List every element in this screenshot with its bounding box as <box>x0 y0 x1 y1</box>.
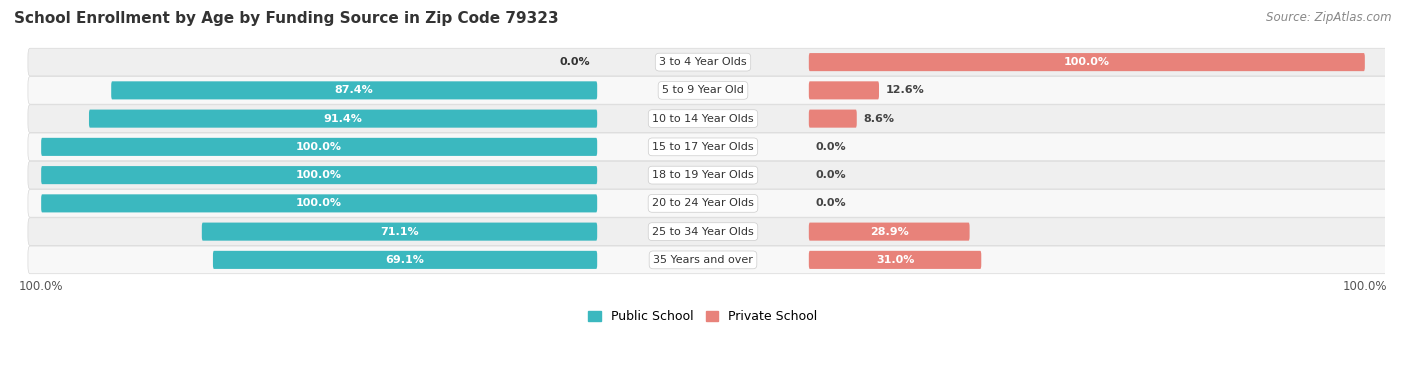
Text: 28.9%: 28.9% <box>870 227 908 237</box>
FancyBboxPatch shape <box>41 194 598 212</box>
Text: 20 to 24 Year Olds: 20 to 24 Year Olds <box>652 198 754 208</box>
Text: 69.1%: 69.1% <box>385 255 425 265</box>
FancyBboxPatch shape <box>89 110 598 128</box>
FancyBboxPatch shape <box>111 81 598 100</box>
FancyBboxPatch shape <box>28 77 1406 104</box>
Text: 18 to 19 Year Olds: 18 to 19 Year Olds <box>652 170 754 180</box>
FancyBboxPatch shape <box>808 222 970 241</box>
FancyBboxPatch shape <box>28 246 1406 274</box>
Legend: Public School, Private School: Public School, Private School <box>583 305 823 328</box>
Text: 3 to 4 Year Olds: 3 to 4 Year Olds <box>659 57 747 67</box>
FancyBboxPatch shape <box>808 251 981 269</box>
Text: 25 to 34 Year Olds: 25 to 34 Year Olds <box>652 227 754 237</box>
Text: 5 to 9 Year Old: 5 to 9 Year Old <box>662 85 744 95</box>
FancyBboxPatch shape <box>212 251 598 269</box>
Text: 87.4%: 87.4% <box>335 85 374 95</box>
Text: 0.0%: 0.0% <box>815 170 846 180</box>
Text: 12.6%: 12.6% <box>886 85 924 95</box>
Text: 0.0%: 0.0% <box>560 57 591 67</box>
FancyBboxPatch shape <box>28 133 1406 161</box>
FancyBboxPatch shape <box>808 81 879 100</box>
Text: 8.6%: 8.6% <box>863 113 894 124</box>
Text: 100.0%: 100.0% <box>297 198 342 208</box>
FancyBboxPatch shape <box>41 166 598 184</box>
FancyBboxPatch shape <box>28 48 1406 76</box>
Text: 35 Years and over: 35 Years and over <box>652 255 754 265</box>
Text: Source: ZipAtlas.com: Source: ZipAtlas.com <box>1267 11 1392 24</box>
FancyBboxPatch shape <box>41 138 598 156</box>
FancyBboxPatch shape <box>202 222 598 241</box>
FancyBboxPatch shape <box>28 218 1406 245</box>
FancyBboxPatch shape <box>28 161 1406 189</box>
Text: 0.0%: 0.0% <box>815 198 846 208</box>
FancyBboxPatch shape <box>808 110 856 128</box>
Text: 71.1%: 71.1% <box>380 227 419 237</box>
Text: School Enrollment by Age by Funding Source in Zip Code 79323: School Enrollment by Age by Funding Sour… <box>14 11 558 26</box>
Text: 31.0%: 31.0% <box>876 255 914 265</box>
FancyBboxPatch shape <box>808 53 1365 71</box>
Text: 0.0%: 0.0% <box>815 142 846 152</box>
Text: 100.0%: 100.0% <box>297 142 342 152</box>
Text: 100.0%: 100.0% <box>1064 57 1109 67</box>
Text: 91.4%: 91.4% <box>323 113 363 124</box>
Text: 10 to 14 Year Olds: 10 to 14 Year Olds <box>652 113 754 124</box>
FancyBboxPatch shape <box>28 105 1406 132</box>
Text: 15 to 17 Year Olds: 15 to 17 Year Olds <box>652 142 754 152</box>
Text: 100.0%: 100.0% <box>297 170 342 180</box>
FancyBboxPatch shape <box>28 190 1406 217</box>
